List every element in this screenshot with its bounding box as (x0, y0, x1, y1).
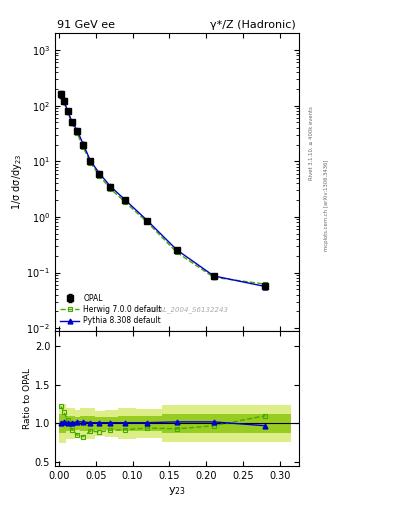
Herwig 7.0.0 default (70, 120, 74, 126)
Pythia 8.308 default (108, 183, 113, 189)
Pythia 8.308 default (81, 141, 85, 147)
Herwig 7.0.0 default (108, 186, 113, 192)
Line: Pythia 8.308 default: Pythia 8.308 default (59, 92, 268, 289)
Herwig 7.0.0 default (88, 159, 93, 165)
Pythia 8.308 default (75, 127, 79, 134)
Line: Herwig 7.0.0 default: Herwig 7.0.0 default (59, 93, 268, 287)
Text: Rivet 3.1.10, ≥ 400k events: Rivet 3.1.10, ≥ 400k events (309, 106, 314, 180)
Y-axis label: Ratio to OPAL: Ratio to OPAL (23, 368, 32, 429)
Herwig 7.0.0 default (65, 109, 70, 115)
Text: mcplots.cern.ch [arXiv:1306.3436]: mcplots.cern.ch [arXiv:1306.3436] (324, 159, 329, 250)
Herwig 7.0.0 default (97, 173, 102, 179)
Herwig 7.0.0 default (211, 274, 216, 281)
Herwig 7.0.0 default (59, 92, 63, 98)
Herwig 7.0.0 default (75, 130, 79, 136)
X-axis label: y$_{23}$: y$_{23}$ (168, 485, 186, 497)
Pythia 8.308 default (62, 98, 66, 104)
Text: OPAL_2004_S6132243: OPAL_2004_S6132243 (149, 306, 229, 313)
Pythia 8.308 default (70, 119, 74, 125)
Herwig 7.0.0 default (123, 199, 127, 205)
Pythia 8.308 default (123, 197, 127, 203)
Y-axis label: 1/σ dσ/dy$_{23}$: 1/σ dσ/dy$_{23}$ (9, 154, 24, 210)
Pythia 8.308 default (65, 108, 70, 114)
Pythia 8.308 default (211, 273, 216, 279)
Legend: OPAL, Herwig 7.0.0 default, Pythia 8.308 default: OPAL, Herwig 7.0.0 default, Pythia 8.308… (59, 292, 163, 327)
Pythia 8.308 default (88, 158, 93, 164)
Pythia 8.308 default (174, 247, 179, 253)
Text: 91 GeV ee: 91 GeV ee (57, 20, 116, 30)
Pythia 8.308 default (263, 284, 268, 290)
Pythia 8.308 default (59, 91, 63, 97)
Pythia 8.308 default (97, 170, 102, 176)
Herwig 7.0.0 default (62, 99, 66, 105)
Pythia 8.308 default (145, 218, 150, 224)
Text: γ*/Z (Hadronic): γ*/Z (Hadronic) (211, 20, 296, 30)
Herwig 7.0.0 default (81, 144, 85, 150)
Herwig 7.0.0 default (174, 249, 179, 255)
Herwig 7.0.0 default (145, 219, 150, 225)
Herwig 7.0.0 default (263, 281, 268, 287)
